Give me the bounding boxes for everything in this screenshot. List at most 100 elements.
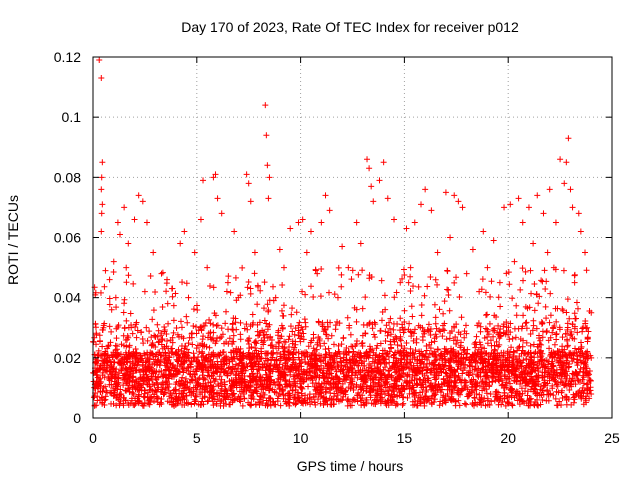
data-point [121, 342, 128, 349]
data-point [252, 345, 259, 352]
data-point [446, 335, 453, 342]
data-point [239, 353, 246, 360]
data-point [490, 326, 497, 333]
data-point [310, 294, 317, 301]
data-point [533, 290, 540, 297]
data-point [560, 267, 567, 274]
data-point [394, 321, 401, 328]
data-point [511, 377, 518, 384]
x-axis-label: GPS time / hours [297, 458, 404, 474]
data-point [218, 397, 225, 404]
data-point [276, 246, 283, 253]
data-point [108, 381, 115, 388]
data-point [291, 393, 298, 400]
data-point [348, 343, 355, 350]
data-point [170, 361, 177, 368]
data-point [343, 372, 350, 379]
data-point [534, 192, 541, 199]
data-point [247, 360, 254, 367]
data-point [236, 388, 243, 395]
data-point [509, 295, 516, 302]
data-point [296, 335, 303, 342]
data-point [117, 358, 124, 365]
data-point [423, 387, 430, 394]
data-point [385, 329, 392, 336]
data-point [353, 318, 360, 325]
data-point [362, 294, 369, 301]
data-point [531, 307, 538, 314]
data-point [493, 338, 500, 345]
data-point [578, 339, 585, 346]
data-point [356, 353, 363, 360]
data-point [286, 378, 293, 385]
data-point [569, 335, 576, 342]
data-point [377, 340, 384, 347]
data-point [386, 325, 393, 332]
data-point [423, 370, 430, 377]
data-point [505, 399, 512, 406]
data-point [495, 331, 502, 338]
data-point [529, 327, 536, 334]
data-point [286, 349, 293, 356]
data-point [183, 346, 190, 353]
data-point [218, 376, 225, 383]
data-point [161, 390, 168, 397]
data-point [367, 382, 374, 389]
data-point [184, 364, 191, 371]
data-point [361, 402, 368, 409]
data-point [350, 348, 357, 355]
data-point [538, 341, 545, 348]
data-point [178, 324, 185, 331]
data-point [386, 348, 393, 355]
data-point [481, 385, 488, 392]
data-point [405, 279, 412, 286]
data-point [588, 309, 595, 316]
data-point [331, 358, 338, 365]
data-point [467, 378, 474, 385]
data-point [267, 395, 274, 402]
data-point [421, 328, 428, 335]
data-point [133, 334, 140, 341]
data-point [129, 389, 136, 396]
data-point [432, 371, 439, 378]
data-point [535, 300, 542, 307]
data-point [296, 356, 303, 363]
data-point [268, 349, 275, 356]
data-point [432, 314, 439, 321]
data-point [353, 383, 360, 390]
data-point [319, 369, 326, 376]
data-point [566, 315, 573, 322]
data-point [410, 337, 417, 344]
data-point [409, 398, 416, 405]
data-point [189, 341, 196, 348]
data-point [518, 363, 525, 370]
data-point [447, 234, 454, 241]
data-point [518, 385, 525, 392]
data-point [483, 380, 490, 387]
data-point [473, 391, 480, 398]
data-point [250, 319, 257, 326]
data-point [222, 387, 229, 394]
data-point [215, 382, 222, 389]
data-point [380, 388, 387, 395]
data-point [578, 393, 585, 400]
data-point [162, 378, 169, 385]
data-point [267, 342, 274, 349]
data-point [227, 349, 234, 356]
data-point [149, 316, 156, 323]
data-point [479, 276, 486, 283]
data-point [98, 75, 105, 82]
data-point [425, 375, 432, 382]
data-point [161, 323, 168, 330]
data-point [477, 323, 484, 330]
data-point [459, 386, 466, 393]
data-point [515, 344, 522, 351]
data-point [126, 375, 132, 382]
data-point [394, 362, 401, 369]
data-point [263, 320, 270, 327]
data-point [487, 391, 494, 398]
data-point [178, 391, 185, 398]
data-point [483, 350, 490, 357]
data-point [495, 322, 502, 329]
data-point [561, 360, 568, 367]
